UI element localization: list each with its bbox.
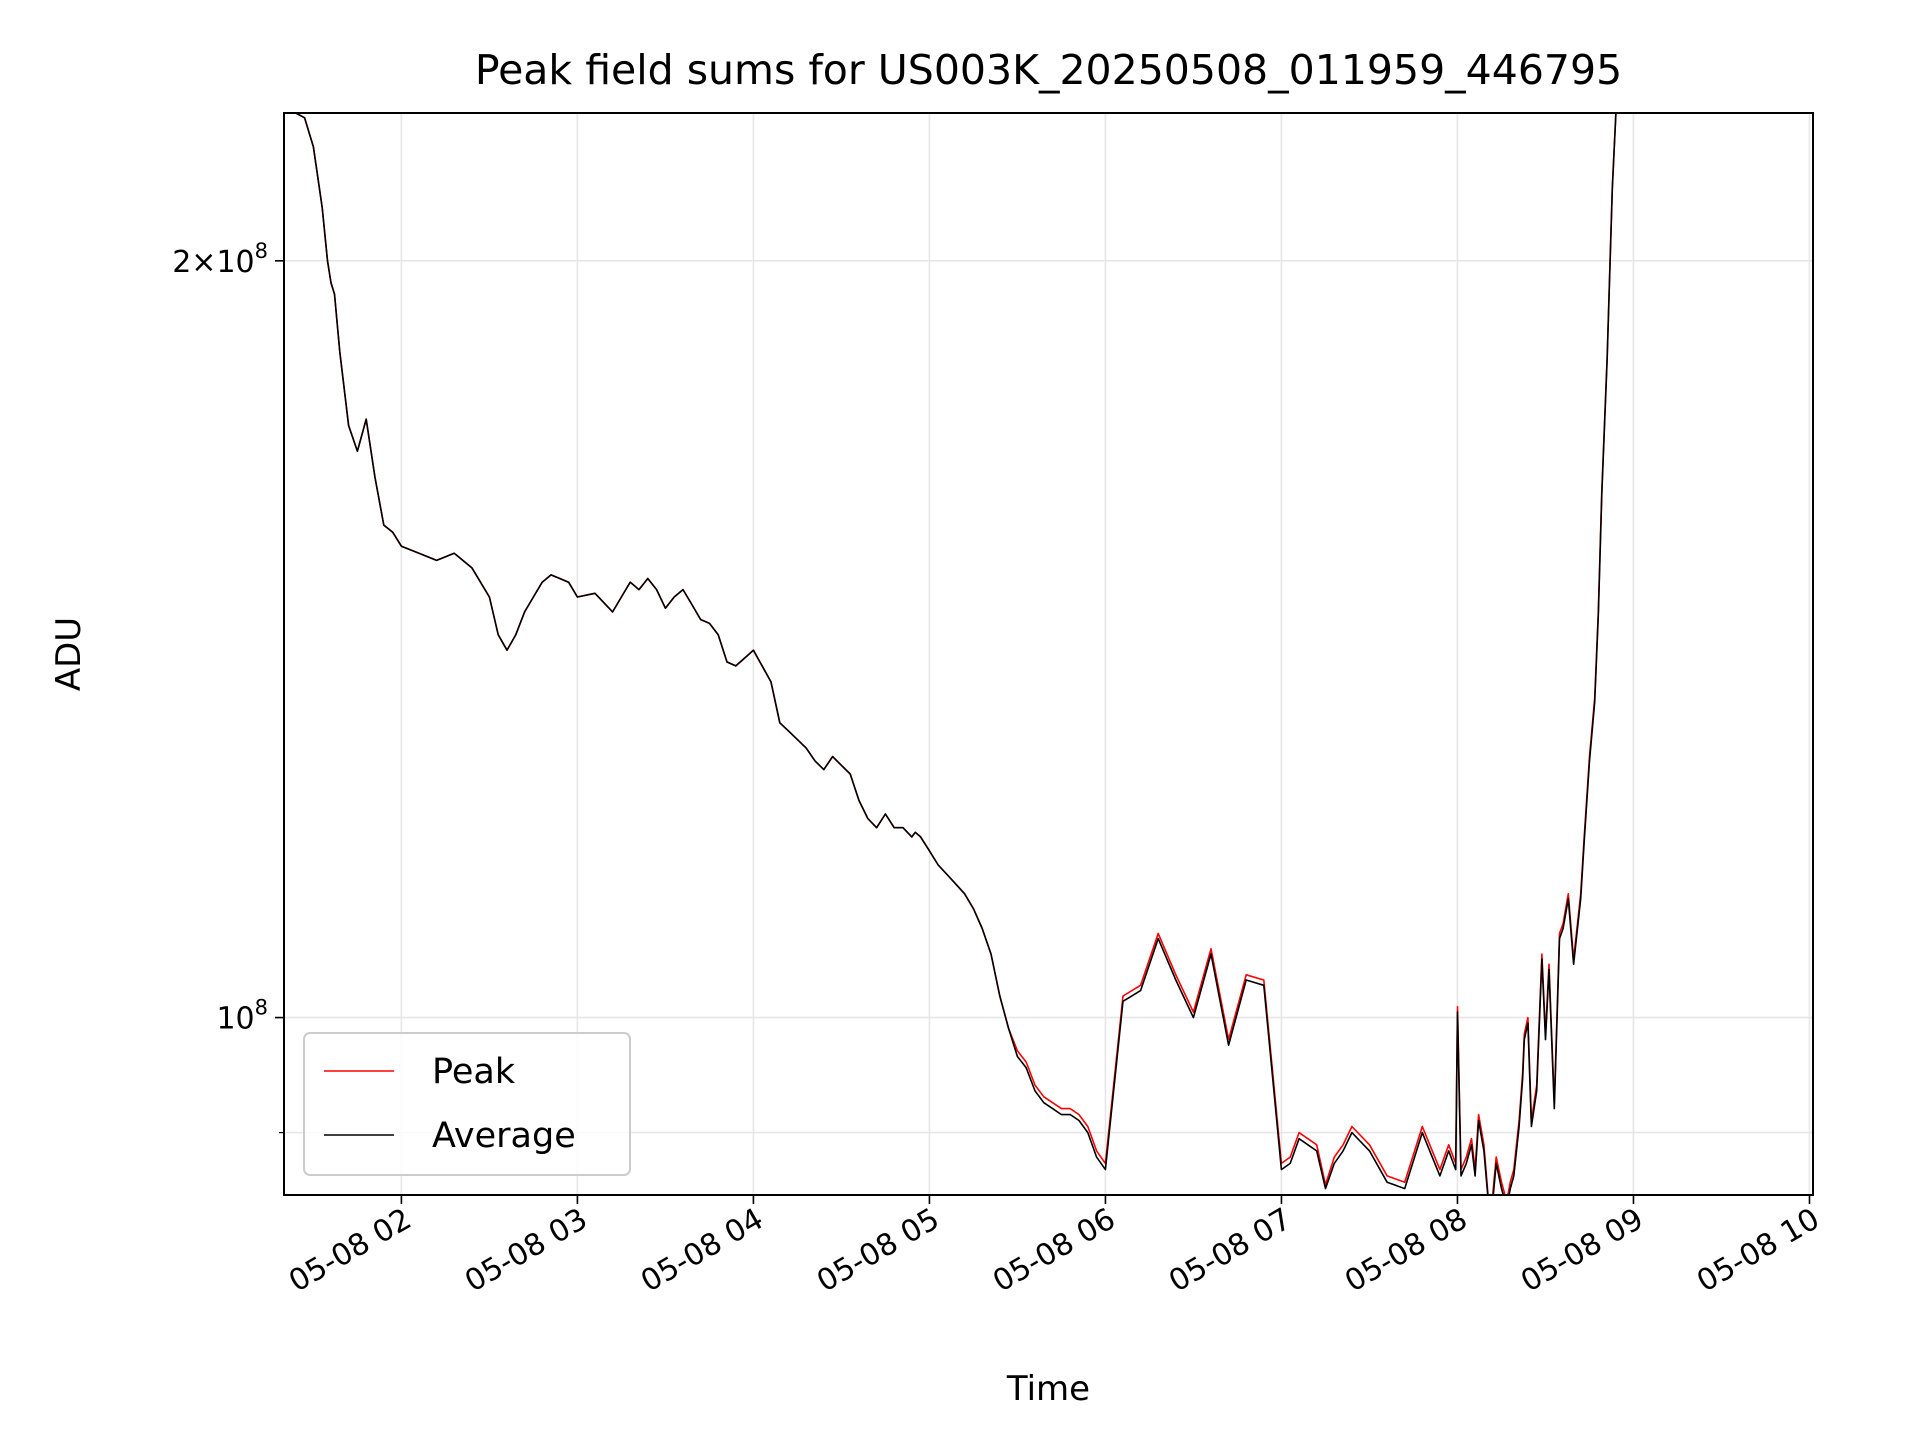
- x-axis-label: Time: [1006, 1369, 1090, 1409]
- y-axis-label: ADU: [49, 617, 89, 691]
- y-tick-label-1: 108: [216, 996, 268, 1037]
- legend-box: [303, 1032, 631, 1176]
- legend: Peak Average: [303, 1032, 631, 1176]
- grid-lines: [284, 113, 1813, 1195]
- series-line-average: [284, 113, 1617, 1195]
- y-axis-ticks: 2×108 108: [172, 239, 284, 1134]
- series-layer: [284, 113, 1617, 1195]
- y-tick-label-0: 2×108: [172, 239, 268, 280]
- chart-title: Peak field sums for US003K_20250508_0119…: [475, 46, 1622, 94]
- legend-label-average: Average: [432, 1116, 576, 1156]
- plot-area-frame: [283, 112, 1814, 1196]
- legend-label-peak: Peak: [432, 1052, 516, 1092]
